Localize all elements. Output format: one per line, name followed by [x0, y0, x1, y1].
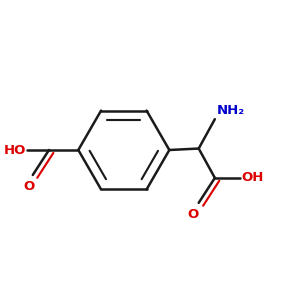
Text: NH₂: NH₂ [216, 104, 244, 117]
Text: O: O [188, 208, 199, 221]
Text: O: O [23, 180, 34, 193]
Text: OH: OH [241, 171, 263, 184]
Text: HO: HO [3, 143, 26, 157]
